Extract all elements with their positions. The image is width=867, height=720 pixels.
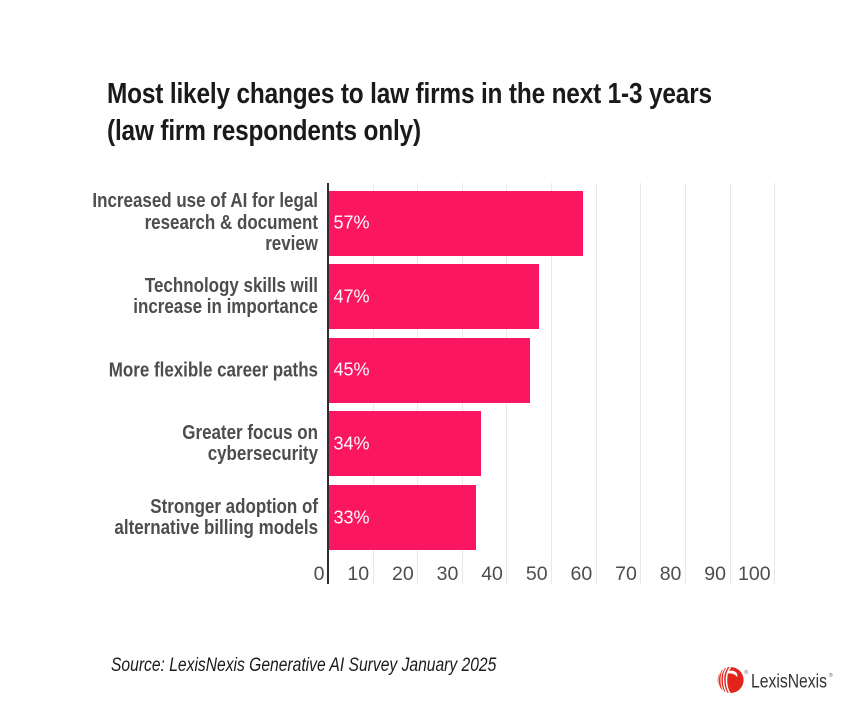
svg-text:®: ®: [829, 672, 833, 679]
svg-text:®: ®: [744, 669, 748, 676]
svg-text:LexisNexis: LexisNexis: [751, 672, 827, 693]
